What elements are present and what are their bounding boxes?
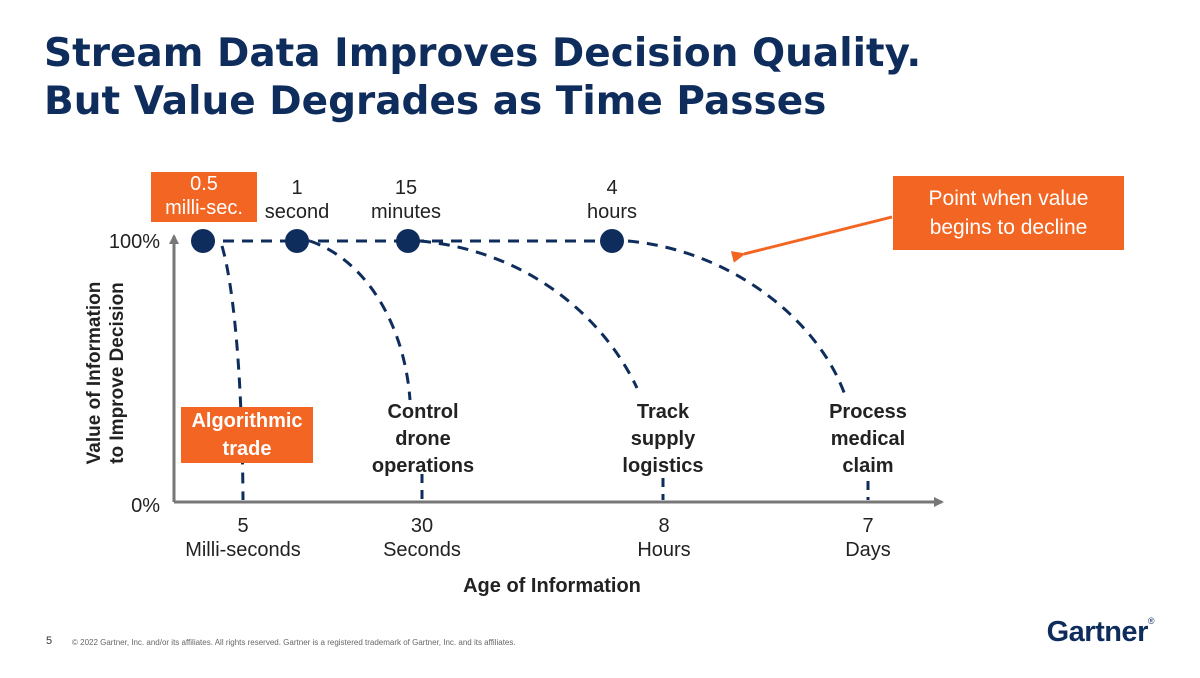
decline-label-0-line1: 0.5 <box>190 173 218 195</box>
use-case-3: Process medical claim <box>808 399 928 480</box>
x-tick-1-line1: 30 <box>410 515 434 537</box>
page-title: Stream Data Improves Decision Quality. B… <box>44 30 1044 126</box>
decline-label-3-line2: hours <box>586 201 638 223</box>
decline-label-3-line1: 4 <box>606 177 618 199</box>
y-tick-0: 0% <box>131 495 160 517</box>
gartner-logo-text: Gartner <box>1046 616 1149 648</box>
decay-curve-hours <box>419 239 639 389</box>
copyright-notice: © 2022 Gartner, Inc. and/or its affiliat… <box>72 638 516 647</box>
decline-label-2-line1: 15 <box>394 177 418 199</box>
use-case-2-line1: Track <box>636 401 690 423</box>
title-line-2: But Value Degrades as Time Passes <box>44 79 827 124</box>
decline-label-0: 0.5 milli-sec. <box>151 172 257 222</box>
y-axis-label: Value of Information to Improve Decision <box>83 233 129 513</box>
decline-point-0 <box>191 229 215 253</box>
decline-label-3: 4 hours <box>572 176 652 224</box>
use-case-1-line1: Control <box>387 401 459 423</box>
use-case-1-line3: operations <box>371 455 475 477</box>
decline-label-1-line1: 1 <box>291 177 303 199</box>
use-case-0-line1: Algorithmic <box>191 410 303 432</box>
use-case-1-line2: drone <box>395 428 451 450</box>
decay-curve-seconds <box>309 239 412 401</box>
x-tick-1: 30 Seconds <box>362 514 482 562</box>
use-case-2-line2: supply <box>630 428 696 450</box>
callout-box: Point when value begins to decline <box>893 176 1124 250</box>
decline-label-2: 15 minutes <box>356 176 456 224</box>
decline-point-2 <box>396 229 420 253</box>
x-tick-3-line2: Days <box>845 539 891 561</box>
x-tick-2-line1: 8 <box>658 515 670 537</box>
decline-point-1 <box>285 229 309 253</box>
y-axis-label-line1: Value of Information <box>84 281 105 465</box>
x-tick-1-line2: Seconds <box>383 539 461 561</box>
use-case-0: Algorithmic trade <box>181 407 313 463</box>
use-case-0-line2: trade <box>222 438 272 460</box>
x-tick-3-line1: 7 <box>862 515 874 537</box>
decline-label-1: 1 second <box>257 176 337 224</box>
y-axis-label-line2: to Improve Decision <box>107 282 128 464</box>
use-case-3-line2: medical <box>830 428 906 450</box>
x-tick-2-line2: Hours <box>637 539 691 561</box>
x-tick-3: 7 Days <box>828 514 908 562</box>
use-case-3-line1: Process <box>829 401 907 423</box>
x-tick-2: 8 Hours <box>614 514 714 562</box>
use-case-2-line3: logistics <box>622 455 704 477</box>
use-case-2: Track supply logistics <box>603 399 723 480</box>
decline-point-3 <box>600 229 624 253</box>
decay-curve-days <box>627 239 848 399</box>
callout-line-1: Point when value <box>928 187 1089 210</box>
decline-label-2-line2: minutes <box>370 201 442 223</box>
callout-line-2: begins to decline <box>929 216 1088 239</box>
x-tick-0-line2: Milli-seconds <box>185 539 301 561</box>
use-case-1: Control drone operations <box>363 399 483 480</box>
decline-label-0-line2: milli-sec. <box>165 197 243 219</box>
gartner-logo-mark: ® <box>1147 616 1155 626</box>
page-number: 5 <box>46 635 53 647</box>
x-tick-0-line1: 5 <box>237 515 249 537</box>
gartner-logo: Gartner® <box>1046 616 1155 649</box>
y-tick-100: 100% <box>108 231 160 253</box>
x-axis-label: Age of Information <box>463 575 641 597</box>
callout-arrow <box>730 215 893 263</box>
decline-label-1-line2: second <box>264 201 330 223</box>
x-tick-0: 5 Milli-seconds <box>173 514 313 562</box>
use-case-3-line3: claim <box>842 455 894 477</box>
title-line-1: Stream Data Improves Decision Quality. <box>44 31 922 76</box>
